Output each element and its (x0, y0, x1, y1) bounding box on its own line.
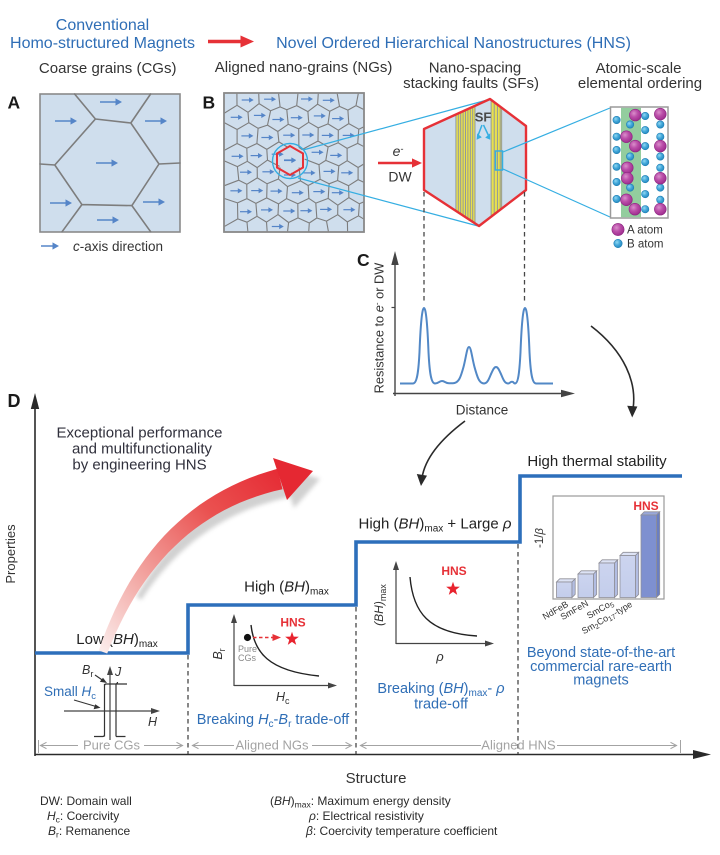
svg-text:Br: Remanence: Br: Remanence (48, 824, 131, 840)
svg-text:Beyond state-of-the-art: Beyond state-of-the-art (527, 645, 675, 661)
svg-text:H: H (148, 715, 158, 729)
svg-text:trade-off: trade-off (414, 697, 469, 713)
svg-text:Exceptional performance: Exceptional performance (57, 425, 223, 442)
svg-text:Pure: Pure (238, 644, 257, 654)
svg-text:Br: Br (82, 663, 93, 679)
svg-text:High (BH)max + Large ρ: High (BH)max + Large ρ (359, 516, 512, 535)
svg-text:C: C (357, 250, 370, 270)
svg-text:D: D (8, 391, 21, 411)
svg-text:c-axis direction: c-axis direction (73, 239, 163, 254)
svg-text:Pure CGs: Pure CGs (83, 738, 141, 753)
svg-text:High (BH)max: High (BH)max (244, 579, 329, 598)
svg-text:Hc: Coercivity: Hc: Coercivity (47, 809, 119, 825)
svg-text:Aligned NGs: Aligned NGs (236, 738, 309, 753)
svg-text:Nano-spacing: Nano-spacing (429, 60, 522, 77)
svg-text:Aligned nano-grains (NGs): Aligned nano-grains (NGs) (215, 59, 393, 76)
svg-text:ρ: ρ (435, 649, 444, 664)
svg-text:DW: Domain wall: DW: Domain wall (40, 794, 132, 808)
svg-text:by engineering HNS: by engineering HNS (72, 457, 206, 474)
svg-text:Breaking Hc-Br trade-off: Breaking Hc-Br trade-off (197, 712, 350, 730)
svg-text:HNS: HNS (633, 499, 658, 513)
svg-text:SF: SF (475, 110, 492, 125)
svg-text:and multifunctionality: and multifunctionality (72, 441, 213, 458)
svg-text:elemental ordering: elemental ordering (578, 75, 702, 92)
svg-text:(BH)max: Maximum energy densit: (BH)max: Maximum energy density (270, 794, 451, 810)
svg-text:Distance: Distance (456, 403, 509, 418)
svg-text:A: A (8, 93, 21, 113)
svg-text:HNS: HNS (280, 616, 305, 630)
svg-text:Structure: Structure (346, 770, 407, 787)
svg-text:Atomic-scale: Atomic-scale (596, 60, 682, 77)
svg-text:-1/β: -1/β (534, 528, 546, 548)
svg-text:Properties: Properties (3, 524, 18, 584)
svg-text:Br: Br (211, 648, 227, 659)
svg-text:ρ: Electrical resistivity: ρ: Electrical resistivity (308, 809, 424, 823)
svg-text:e-: e- (393, 143, 404, 159)
svg-text:J: J (114, 665, 122, 679)
svg-text:Homo-structured Magnets: Homo-structured Magnets (10, 35, 195, 52)
svg-text:Low (BH)max: Low (BH)max (76, 631, 157, 650)
svg-text:β: Coercivity temperature coef: β: Coercivity temperature coefficient (305, 824, 498, 838)
svg-text:Conventional: Conventional (56, 17, 149, 34)
svg-text:B: B (203, 93, 216, 113)
svg-text:commercial rare-earth: commercial rare-earth (530, 659, 672, 675)
svg-text:High thermal stability: High thermal stability (527, 453, 667, 470)
svg-text:Small Hc: Small Hc (44, 684, 96, 702)
svg-text:CGs: CGs (238, 653, 257, 663)
svg-text:Coarse grains (CGs): Coarse grains (CGs) (39, 60, 177, 77)
svg-text:magnets: magnets (573, 673, 629, 689)
svg-text:Novel Ordered Hierarchical Nan: Novel Ordered Hierarchical Nanostructure… (276, 35, 631, 52)
svg-text:stacking faults (SFs): stacking faults (SFs) (403, 75, 539, 92)
svg-text:Resistance to e- or DW: Resistance to e- or DW (372, 262, 387, 394)
svg-text:A atom: A atom (627, 225, 663, 237)
svg-text:B atom: B atom (627, 239, 663, 251)
svg-text:HNS: HNS (441, 564, 466, 578)
svg-text:DW: DW (388, 169, 412, 185)
svg-text:Aligned HNS: Aligned HNS (481, 738, 556, 753)
